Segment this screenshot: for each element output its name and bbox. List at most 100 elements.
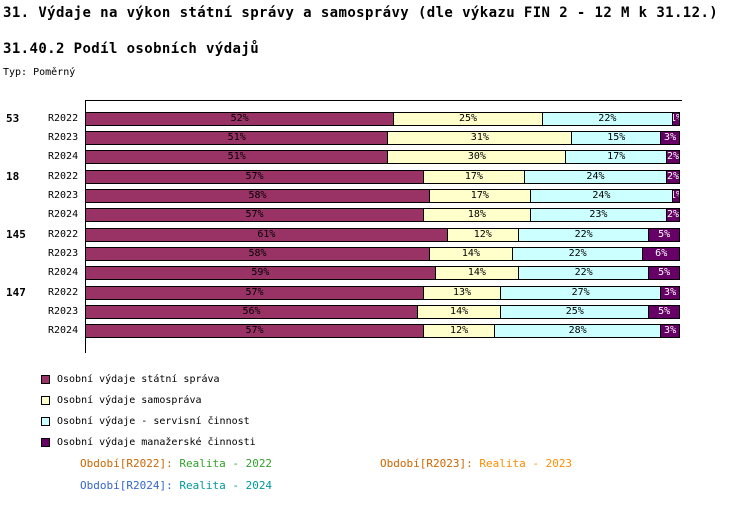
chart-left-axis-line [85,100,86,353]
bar-segment: 61% [86,229,448,241]
bar-segment-value: 22% [568,248,587,259]
bar-segment-value: 17% [607,151,626,162]
chart-top-axis-line [85,100,682,101]
legend-label: Osobní výdaje - servisní činnost [57,416,250,427]
bar-segment: 22% [512,248,644,260]
row-label: R2023 [48,306,79,317]
bar-segment: 56% [86,306,419,318]
bar-segment-value: 22% [574,229,593,240]
bar-segment-value: 27% [571,287,590,298]
bar-segment: 14% [429,248,513,260]
bar-segment: 14% [418,306,502,318]
bar-segment: 27% [501,287,662,299]
bar-segment-value: 3% [664,325,677,336]
bar-segment-value: 15% [607,132,626,143]
bar-segment: 51% [86,132,389,144]
bar-segment: 17% [424,171,525,183]
bar-segment: 1% [673,190,679,202]
bar-segment-value: 17% [470,190,489,201]
bar-segment-value: 5% [658,229,671,240]
bar-row-145-R2023: R2023 58% 14% 22% 6% [0,247,700,261]
bar-segment-value: 30% [467,151,486,162]
group-label: 18 [6,170,20,183]
period-footer: Období[R2022]: Realita - 2022 Období[R202… [80,457,572,492]
bar-segment-value: 5% [658,306,671,317]
bar-segment-value: 14% [461,248,480,259]
bar-segment: 14% [435,267,519,279]
bar-segment: 58% [86,248,430,260]
bar-segment: 58% [86,190,430,202]
report-title: 31. Výdaje na výkon státní správy a samo… [3,5,719,21]
bar-segment: 15% [572,132,662,144]
group-label: 145 [6,228,26,241]
bar-segment-value: 51% [227,132,246,143]
bar-segment: 23% [530,209,668,221]
bar-segment: 17% [566,151,668,163]
bar-segment-value: 18% [467,209,486,220]
legend-swatch [41,438,50,447]
bar-segment-value: 22% [574,267,593,278]
period-value: Realita - 2023 [479,457,573,470]
bar-segment: 25% [501,306,650,318]
bar-segment-value: 24% [592,190,611,201]
period-value: Realita - 2024 [179,479,273,492]
bar-segment-value: 1% [673,190,679,202]
bar-segment: 57% [86,287,424,299]
bar-segment-value: 17% [464,171,483,182]
legend-label: Osobní výdaje státní správa [57,374,220,385]
bar-segment-value: 25% [565,306,584,317]
bar-segment-value: 57% [245,287,264,298]
bar-segment: 2% [667,151,679,163]
legend-item: Osobní výdaje manažerské činnosti [41,435,256,450]
bar-segment-value: 1% [673,113,679,125]
period-label: Období[R2024]: [80,479,180,492]
row-label: R2023 [48,132,79,143]
legend-item: Osobní výdaje státní správa [41,372,256,387]
bar-segment-value: 24% [586,171,605,182]
legend-label: Osobní výdaje manažerské činnosti [57,437,256,448]
row-label: R2024 [48,267,79,278]
bar-segment-value: 2% [667,209,679,220]
legend-label: Osobní výdaje samospráva [57,395,202,406]
bar-track: 57% 13% 27% 3% [85,286,680,300]
bar-segment: 51% [86,151,389,163]
bar-segment-value: 28% [568,325,587,336]
bar-row-18-R2024: R2024 57% 18% 23% 2% [0,208,700,222]
period-label: Období[R2023]: [380,457,480,470]
chart-rows: 53R202252%25%22%1%R202351%31%15%3%R20245… [0,100,700,338]
bar-segment-value: 5% [658,267,671,278]
bar-segment: 12% [424,325,496,337]
period-line: Období[R2024]: Realita - 2024 [80,479,380,492]
period-list: Období[R2022]: Realita - 2022 Období[R202… [80,457,572,492]
bar-segment-value: 52% [230,113,249,124]
bar-segment-value: 14% [467,267,486,278]
bar-segment-value: 3% [664,287,677,298]
legend-swatch [41,375,50,384]
bar-row-145-R2022: 145 R2022 61% 12% 22% 5% [0,228,700,242]
bar-row-53-R2022: 53 R2022 52% 25% 22% 1% [0,112,700,126]
bar-segment: 25% [394,113,543,125]
stacked-bar-chart: 53R202252%25%22%1%R202351%31%15%3%R20245… [0,100,700,358]
bar-segment-value: 12% [450,325,469,336]
bar-track: 57% 18% 23% 2% [85,208,680,222]
chart-legend: Osobní výdaje státní správa Osobní výdaje… [41,372,256,456]
group-label: 53 [6,112,20,125]
bar-track: 58% 14% 22% 6% [85,247,680,261]
bar-track: 57% 12% 28% 3% [85,324,680,338]
bar-segment: 2% [667,209,679,221]
bar-group-145: 145 R2022 61% 12% 22% 5% R2023 58% 14% 22% 6% R2024… [0,228,700,280]
bar-track: 52% 25% 22% 1% [85,112,680,126]
bar-segment-value: 22% [598,113,617,124]
bar-row-53-R2023: R2023 51% 31% 15% 3% [0,131,700,145]
bar-segment: 3% [661,325,679,337]
bar-segment: 28% [495,325,662,337]
bar-track: 51% 30% 17% 2% [85,150,680,164]
bar-segment-value: 57% [245,325,264,336]
bar-segment: 3% [661,287,679,299]
bar-row-147-R2023: R2023 56% 14% 25% 5% [0,305,700,319]
bar-segment: 18% [424,209,531,221]
bar-segment-value: 61% [257,229,276,240]
bar-track: 61% 12% 22% 5% [85,228,680,242]
bar-segment: 59% [86,267,436,279]
bar-segment: 5% [649,267,679,279]
